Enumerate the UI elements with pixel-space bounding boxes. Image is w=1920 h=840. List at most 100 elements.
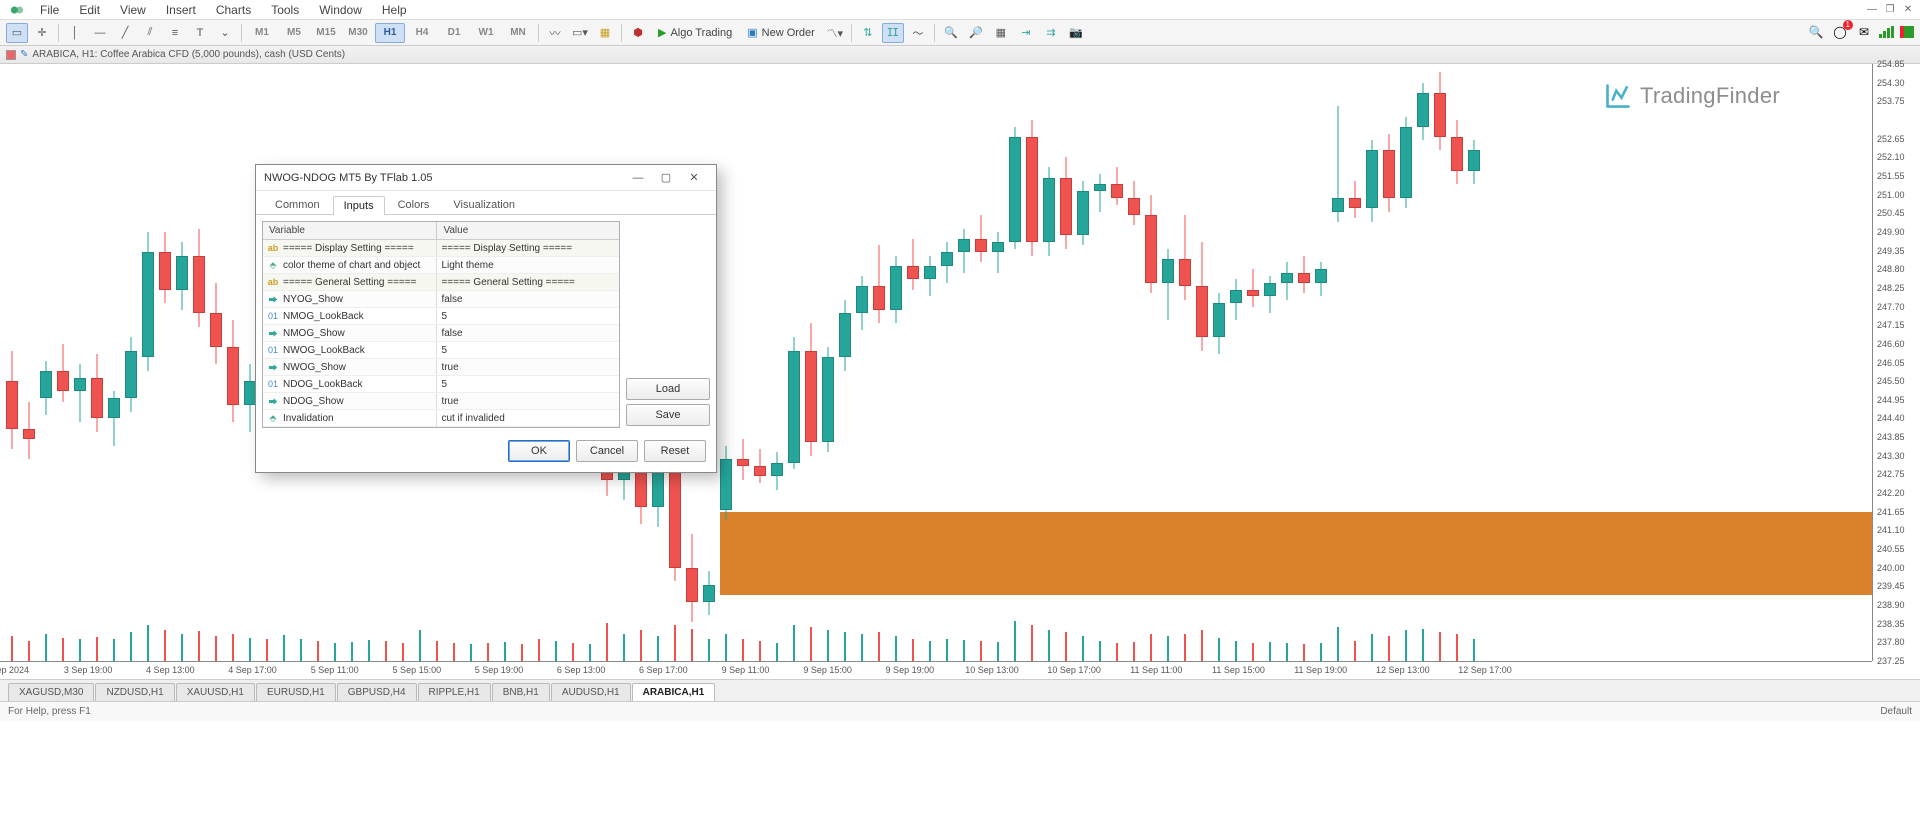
property-row[interactable]: ⬘color theme of chart and objectLight th…	[263, 257, 619, 274]
chart-tab[interactable]: NZDUSD,H1	[95, 683, 174, 701]
property-row[interactable]: ab===== Display Setting ========== Displ…	[263, 240, 619, 257]
candle	[822, 64, 834, 661]
chart-tab[interactable]: BNB,H1	[492, 683, 550, 701]
timeframe-W1[interactable]: W1	[471, 23, 501, 43]
property-row[interactable]: ⮕NYOG_Showfalse	[263, 291, 619, 308]
timeframe-D1[interactable]: D1	[439, 23, 469, 43]
hline-tool[interactable]: —	[89, 23, 111, 43]
time-label: 11 Sep 19:00	[1294, 665, 1347, 675]
timeframe-MN[interactable]: MN	[503, 23, 533, 43]
cursor-tool[interactable]: ▭	[6, 23, 28, 43]
chart-tab[interactable]: ARABICA,H1	[632, 683, 716, 701]
menu-edit[interactable]: Edit	[69, 1, 110, 19]
equidistant-tool[interactable]: ⫽	[139, 23, 161, 43]
crosshair-tool[interactable]: ✛	[31, 23, 53, 43]
candle	[227, 64, 239, 661]
text-tool[interactable]: T	[189, 23, 211, 43]
candle	[1349, 64, 1361, 661]
timeframe-H1[interactable]: H1	[375, 23, 405, 43]
ok-button[interactable]: OK	[508, 440, 570, 462]
candle	[1077, 64, 1089, 661]
camera-tool[interactable]: 📷	[1065, 23, 1087, 43]
property-row[interactable]: ab===== General Setting ========== Gener…	[263, 274, 619, 291]
indicator-tool[interactable]: 〰	[544, 23, 566, 43]
messages-icon[interactable]: ✉	[1855, 24, 1873, 40]
dialog-min-button[interactable]: —	[624, 168, 652, 188]
autotrade-tool[interactable]: 〽▾	[824, 23, 846, 43]
candle	[23, 64, 35, 661]
chart-tab[interactable]: XAGUSD,M30	[8, 683, 94, 701]
volume-bar	[45, 634, 47, 661]
chart-tab[interactable]: GBPUSD,H4	[337, 683, 417, 701]
search-icon[interactable]: 🔍	[1807, 24, 1825, 40]
close-button[interactable]: ✕	[1900, 4, 1916, 15]
property-row[interactable]: ⮕NDOG_Showtrue	[263, 393, 619, 410]
timeframe-M30[interactable]: M30	[343, 23, 373, 43]
property-row[interactable]: 01NMOG_LookBack5	[263, 308, 619, 325]
volume-bar	[657, 636, 659, 661]
shift-tool[interactable]: ⇅	[857, 23, 879, 43]
dialog-close-button[interactable]: ✕	[680, 168, 708, 188]
volume-bar	[606, 623, 608, 661]
vline-tool[interactable]: │	[64, 23, 86, 43]
property-row[interactable]: ⬘Invalidationcut if invalided	[263, 410, 619, 427]
trendline-tool[interactable]: ╱	[114, 23, 136, 43]
scroll-end-tool[interactable]: ⇥	[1015, 23, 1037, 43]
chart-tabs: XAGUSD,M30NZDUSD,H1XAUUSD,H1EURUSD,H1GBP…	[0, 679, 1920, 701]
property-row[interactable]: ⮕NMOG_Showfalse	[263, 325, 619, 342]
price-axis: 254.85254.30253.75252.65252.10251.55251.…	[1872, 64, 1920, 661]
save-button[interactable]: Save	[626, 404, 710, 426]
menu-tools[interactable]: Tools	[261, 1, 309, 19]
menu-window[interactable]: Window	[309, 1, 372, 19]
restore-button[interactable]: ❐	[1882, 4, 1898, 15]
volume-bar	[1286, 643, 1288, 661]
timeframe-H4[interactable]: H4	[407, 23, 437, 43]
cancel-button[interactable]: Cancel	[576, 440, 638, 462]
tile-tool[interactable]: ▦	[990, 23, 1012, 43]
algo-trading-button[interactable]: ▶Algo Trading	[652, 24, 738, 41]
zoom-out-tool[interactable]: 🔍	[940, 23, 962, 43]
property-row[interactable]: ⮕NWOG_Showtrue	[263, 359, 619, 376]
dialog-tab-common[interactable]: Common	[264, 195, 331, 214]
volume-bar	[827, 630, 829, 661]
template-tool[interactable]: ▦	[594, 23, 616, 43]
candle-tool[interactable]: ⵊⵊ	[882, 23, 904, 43]
dialog-tab-colors[interactable]: Colors	[387, 195, 441, 214]
property-row[interactable]: 01NDOG_LookBack5	[263, 376, 619, 393]
min-button[interactable]: —	[1864, 4, 1880, 15]
timeframe-M5[interactable]: M5	[279, 23, 309, 43]
zoom-in-tool[interactable]: 🔎	[965, 23, 987, 43]
objects-tool[interactable]: ⌄	[214, 23, 236, 43]
step-tool[interactable]: ⇉	[1040, 23, 1062, 43]
candle	[1417, 64, 1429, 661]
chart-tab[interactable]: XAUUSD,H1	[176, 683, 255, 701]
menu-insert[interactable]: Insert	[156, 1, 206, 19]
dialog-titlebar[interactable]: NWOG-NDOG MT5 By TFlab 1.05 — ▢ ✕	[256, 165, 716, 191]
line-chart-tool[interactable]: 〜	[907, 23, 929, 43]
dialog-tab-inputs[interactable]: Inputs	[333, 196, 385, 215]
chart-type-tool[interactable]: ▭▾	[569, 23, 591, 43]
ea-tool[interactable]: ⬢	[627, 23, 649, 43]
new-order-button[interactable]: ▣New Order	[741, 24, 821, 41]
dialog-tab-visualization[interactable]: Visualization	[442, 195, 526, 214]
property-row[interactable]: 01NWOG_LookBack5	[263, 342, 619, 359]
properties-grid[interactable]: Variable Value ab===== Display Setting =…	[262, 221, 620, 428]
menu-file[interactable]: File	[30, 1, 69, 19]
menu-help[interactable]: Help	[372, 1, 417, 19]
dialog-max-button[interactable]: ▢	[652, 168, 680, 188]
volume-bar	[11, 636, 13, 661]
timeframe-M1[interactable]: M1	[247, 23, 277, 43]
fibo-tool[interactable]: ≡	[164, 23, 186, 43]
menu-charts[interactable]: Charts	[206, 1, 261, 19]
candle	[805, 64, 817, 661]
volume-bar	[181, 634, 183, 661]
timeframe-M15[interactable]: M15	[311, 23, 341, 43]
load-button[interactable]: Load	[626, 378, 710, 400]
volume-bar	[1014, 621, 1016, 661]
chart-tab[interactable]: AUDUSD,H1	[551, 683, 631, 701]
chart-tab[interactable]: RIPPLE,H1	[418, 683, 491, 701]
notifications-icon[interactable]: ◯	[1831, 24, 1849, 40]
reset-button[interactable]: Reset	[644, 440, 706, 462]
chart-tab[interactable]: EURUSD,H1	[256, 683, 336, 701]
menu-view[interactable]: View	[110, 1, 156, 19]
